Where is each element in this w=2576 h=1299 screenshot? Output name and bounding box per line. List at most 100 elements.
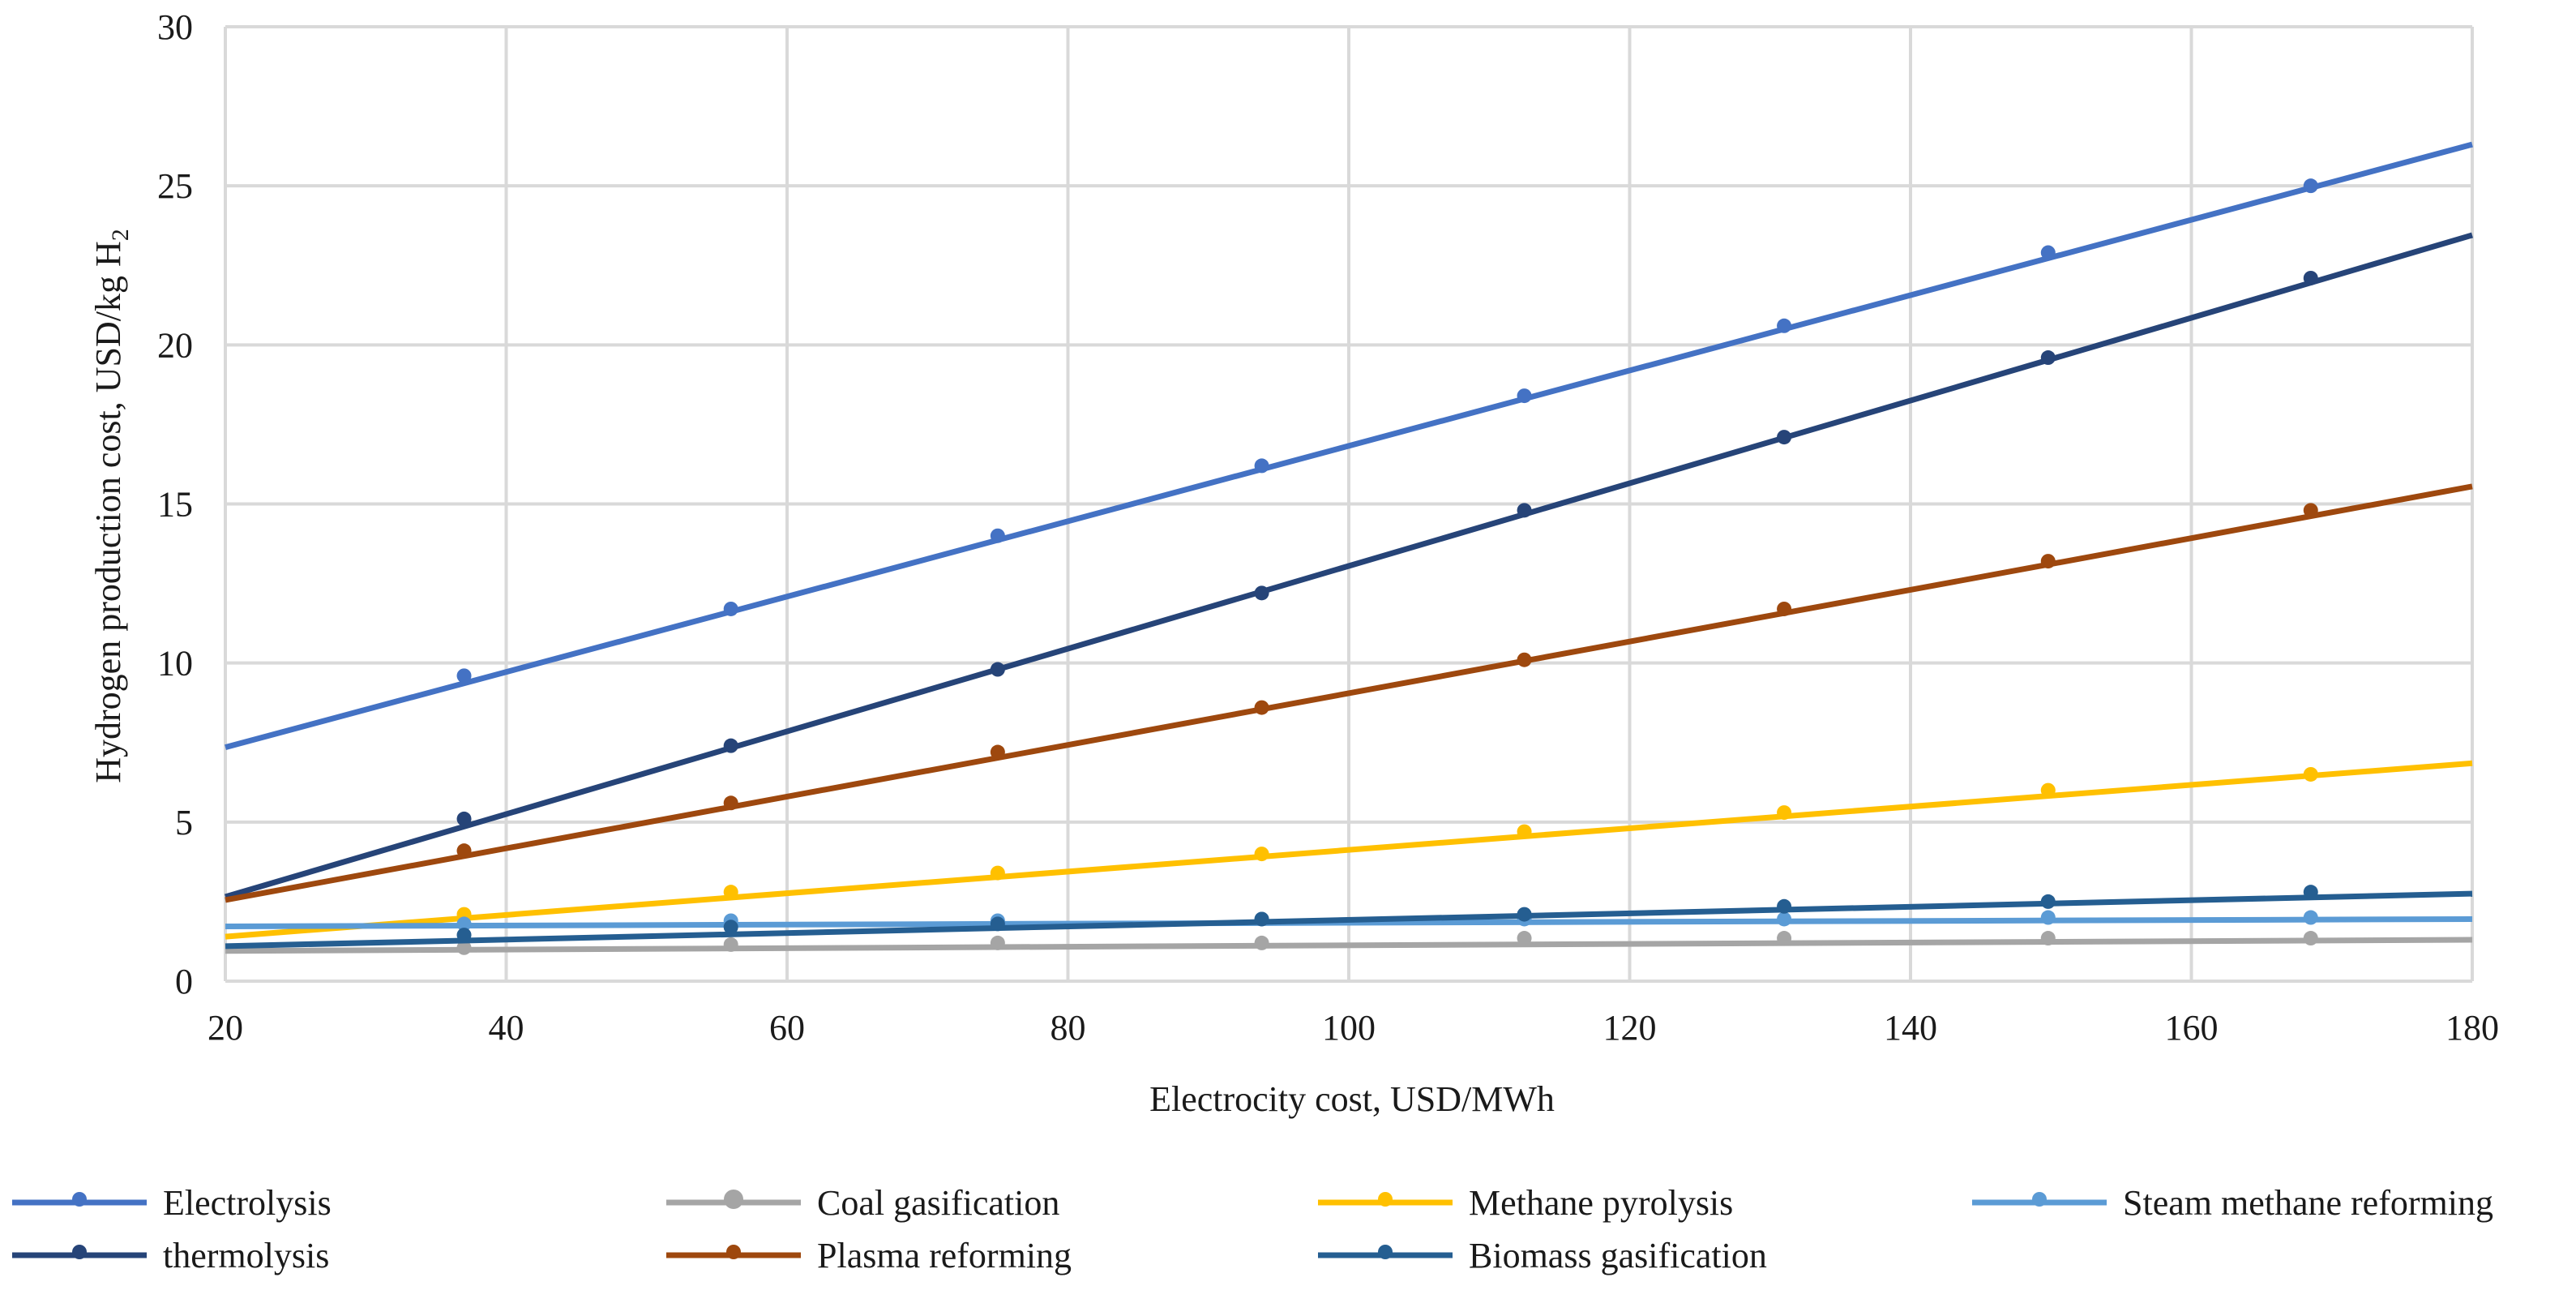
y-tick-label-25: 25: [157, 166, 193, 206]
trendline-coal-gasification: [225, 937, 2473, 954]
legend-marker-thermolysis: [72, 1245, 87, 1259]
point-methane-pyrolysis-4: [1254, 847, 1269, 862]
legend-marker-steam-methane-reforming: [2032, 1192, 2047, 1207]
point-thermolysis-4: [1254, 585, 1269, 601]
x-tick-label-100: 100: [1322, 1008, 1376, 1048]
point-biomass-gasification-2: [723, 920, 738, 935]
point-methane-pyrolysis-8: [2303, 766, 2318, 782]
legend-label-steam-methane-reforming: Steam methane reforming: [2123, 1183, 2493, 1223]
point-plasma-reforming-3: [990, 744, 1005, 760]
point-steam-methane-reforming-7: [2040, 910, 2056, 925]
y-tick-label-5: 5: [175, 803, 193, 842]
point-coal-gasification-7: [2040, 931, 2056, 946]
point-electrolysis-7: [2040, 245, 2056, 260]
trendline-thermolysis: [225, 232, 2473, 900]
point-thermolysis-8: [2303, 270, 2318, 285]
x-tick-label-80: 80: [1051, 1008, 1086, 1048]
point-steam-methane-reforming-8: [2303, 910, 2318, 925]
point-methane-pyrolysis-5: [1517, 824, 1532, 839]
legend-marker-methane-pyrolysis: [1378, 1192, 1393, 1207]
point-electrolysis-3: [990, 528, 1005, 543]
point-methane-pyrolysis-2: [723, 885, 738, 900]
x-tick-label-40: 40: [489, 1008, 524, 1048]
legend-marker-plasma-reforming: [726, 1245, 741, 1259]
legend-label-thermolysis: thermolysis: [163, 1236, 329, 1275]
y-axis-title-subscript: 2: [107, 229, 134, 241]
point-methane-pyrolysis-3: [990, 865, 1005, 881]
legend-marker-coal-gasification: [724, 1190, 743, 1209]
trendline-electrolysis: [225, 141, 2473, 751]
point-thermolysis-6: [1777, 430, 1792, 445]
point-plasma-reforming-5: [1517, 652, 1532, 667]
point-coal-gasification-2: [723, 937, 738, 952]
point-methane-pyrolysis-7: [2040, 782, 2056, 798]
legend-label-coal-gasification: Coal gasification: [817, 1183, 1059, 1223]
y-tick-label-0: 0: [175, 962, 193, 1001]
point-electrolysis-1: [456, 668, 472, 684]
point-plasma-reforming-8: [2303, 503, 2318, 518]
point-thermolysis-1: [456, 811, 472, 826]
legend-item-electrolysis: Electrolysis: [12, 1183, 332, 1223]
legend-item-biomass-gasification: Biomass gasification: [1318, 1236, 1767, 1275]
y-tick-label-15: 15: [157, 485, 193, 525]
legend-label-electrolysis: Electrolysis: [163, 1183, 332, 1223]
grid: [224, 25, 2474, 983]
point-biomass-gasification-1: [456, 928, 472, 943]
x-tick-label-180: 180: [2445, 1008, 2499, 1048]
point-biomass-gasification-3: [990, 916, 1005, 932]
point-electrolysis-6: [1777, 318, 1792, 333]
x-tick-label-60: 60: [769, 1008, 805, 1048]
point-electrolysis-2: [723, 601, 738, 616]
plot-area: [225, 141, 2473, 955]
legend-item-methane-pyrolysis: Methane pyrolysis: [1318, 1183, 1733, 1223]
series-biomass-gasification: [225, 885, 2473, 950]
y-tick-label-20: 20: [157, 325, 193, 365]
x-axis-title: Electrocity cost, USD/MWh: [1149, 1079, 1555, 1119]
trendline-plasma-reforming: [225, 483, 2473, 903]
y-axis-title-main: Hydrogen production cost, USD/kg H: [88, 241, 128, 783]
trendline-steam-methane-reforming: [225, 915, 2473, 930]
series-methane-pyrolysis: [225, 760, 2473, 940]
point-plasma-reforming-2: [723, 795, 738, 811]
point-biomass-gasification-4: [1254, 911, 1269, 927]
x-tick-label-20: 20: [208, 1008, 243, 1048]
point-thermolysis-5: [1517, 503, 1532, 518]
point-coal-gasification-5: [1517, 931, 1532, 946]
point-thermolysis-2: [723, 738, 738, 753]
legend-label-methane-pyrolysis: Methane pyrolysis: [1469, 1183, 1733, 1223]
point-thermolysis-7: [2040, 350, 2056, 366]
point-plasma-reforming-1: [456, 843, 472, 859]
y-axis-title: Hydrogen production cost, USD/kg H2: [88, 229, 134, 783]
x-tick-label-140: 140: [1884, 1008, 1937, 1048]
point-coal-gasification-6: [1777, 931, 1792, 946]
point-biomass-gasification-5: [1517, 907, 1532, 922]
point-coal-gasification-8: [2303, 931, 2318, 946]
legend-item-thermolysis: thermolysis: [12, 1236, 329, 1275]
x-tick-label-120: 120: [1603, 1008, 1657, 1048]
point-methane-pyrolysis-6: [1777, 805, 1792, 821]
point-thermolysis-3: [990, 662, 1005, 677]
trendline-biomass-gasification: [225, 890, 2473, 950]
axis-ticks: 0 5 10 15 20 25 30 20 40 60 80 100 120 140 160 180: [157, 7, 2499, 1048]
legend-item-plasma-reforming: Plasma reforming: [666, 1236, 1072, 1275]
point-plasma-reforming-4: [1254, 700, 1269, 715]
point-steam-methane-reforming-1: [456, 916, 472, 932]
legend: Electrolysis Coal gasification Methane pyr…: [12, 1183, 2493, 1275]
point-plasma-reforming-7: [2040, 554, 2056, 569]
series-electrolysis: [225, 141, 2473, 751]
series-plasma-reforming: [225, 483, 2473, 903]
legend-item-steam-methane-reforming: Steam methane reforming: [1972, 1183, 2493, 1223]
point-coal-gasification-3: [990, 935, 1005, 950]
point-electrolysis-5: [1517, 388, 1532, 404]
y-tick-label-10: 10: [157, 644, 193, 684]
point-biomass-gasification-7: [2040, 894, 2056, 909]
point-electrolysis-4: [1254, 458, 1269, 474]
x-tick-label-160: 160: [2165, 1008, 2219, 1048]
legend-label-biomass-gasification: Biomass gasification: [1469, 1236, 1767, 1275]
legend-marker-electrolysis: [72, 1192, 87, 1207]
trendline-methane-pyrolysis: [225, 760, 2473, 940]
point-biomass-gasification-6: [1777, 898, 1792, 914]
point-coal-gasification-1: [456, 940, 472, 955]
